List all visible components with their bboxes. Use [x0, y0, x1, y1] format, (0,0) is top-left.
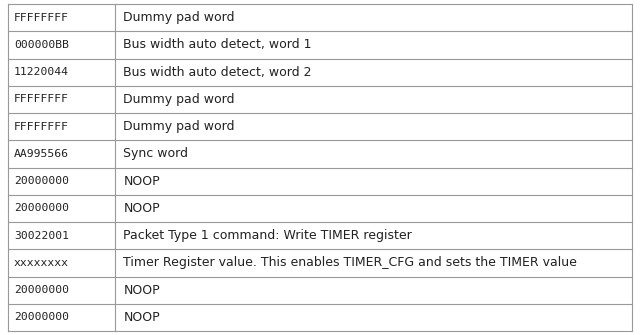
Text: FFFFFFFF: FFFFFFFF	[14, 122, 69, 132]
Text: 11220044: 11220044	[14, 67, 69, 77]
Text: Dummy pad word: Dummy pad word	[124, 11, 235, 24]
Text: 30022001: 30022001	[14, 230, 69, 241]
Text: FFFFFFFF: FFFFFFFF	[14, 94, 69, 105]
Text: AA995566: AA995566	[14, 149, 69, 159]
Text: Sync word: Sync word	[124, 147, 188, 160]
Text: xxxxxxxx: xxxxxxxx	[14, 258, 69, 268]
Text: Bus width auto detect, word 2: Bus width auto detect, word 2	[124, 66, 312, 79]
Text: 20000000: 20000000	[14, 312, 69, 322]
Text: Timer Register value. This enables TIMER_CFG and sets the TIMER value: Timer Register value. This enables TIMER…	[124, 256, 577, 269]
Text: NOOP: NOOP	[124, 202, 160, 215]
Text: NOOP: NOOP	[124, 175, 160, 188]
Text: 20000000: 20000000	[14, 203, 69, 213]
Text: Bus width auto detect, word 1: Bus width auto detect, word 1	[124, 39, 312, 51]
Text: 20000000: 20000000	[14, 176, 69, 186]
Text: 20000000: 20000000	[14, 285, 69, 295]
Text: FFFFFFFF: FFFFFFFF	[14, 13, 69, 23]
Text: Dummy pad word: Dummy pad word	[124, 120, 235, 133]
Text: 000000BB: 000000BB	[14, 40, 69, 50]
Text: Dummy pad word: Dummy pad word	[124, 93, 235, 106]
Text: Packet Type 1 command: Write TIMER register: Packet Type 1 command: Write TIMER regis…	[124, 229, 412, 242]
Text: NOOP: NOOP	[124, 311, 160, 324]
Text: NOOP: NOOP	[124, 284, 160, 296]
